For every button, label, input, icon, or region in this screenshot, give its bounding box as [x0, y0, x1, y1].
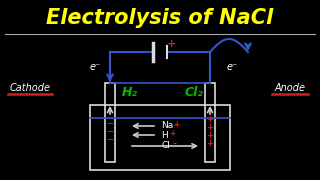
Text: H₂: H₂: [122, 86, 138, 98]
Text: +: +: [206, 138, 213, 147]
Text: Cl: Cl: [161, 141, 170, 150]
Text: +: +: [206, 114, 213, 123]
Text: Cl₂: Cl₂: [185, 86, 204, 98]
Text: e⁻: e⁻: [89, 62, 100, 72]
Bar: [90, 105, 230, 170]
Text: e⁻: e⁻: [227, 62, 237, 72]
Text: Cathode: Cathode: [10, 83, 51, 93]
Bar: [205, 83, 215, 162]
Text: +: +: [206, 123, 213, 132]
Text: −: −: [107, 120, 114, 129]
Text: Anode: Anode: [275, 83, 306, 93]
Text: Electrolysis of NaCl: Electrolysis of NaCl: [46, 8, 274, 28]
Text: −: −: [107, 136, 114, 145]
Text: +: +: [173, 120, 179, 129]
Text: Na: Na: [161, 122, 173, 130]
Text: +: +: [206, 130, 213, 140]
Text: H: H: [161, 130, 168, 140]
Bar: [105, 83, 115, 162]
Text: ⁻: ⁻: [172, 141, 176, 150]
Text: +: +: [167, 39, 177, 49]
Text: +: +: [169, 129, 175, 138]
Text: −: −: [107, 127, 114, 136]
